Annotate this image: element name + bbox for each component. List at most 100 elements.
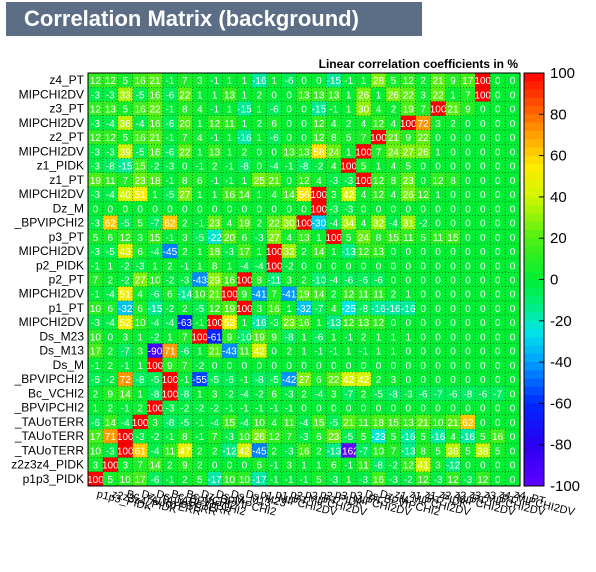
cell-value-label: -1 [91,261,100,272]
cell-value-label: 5 [108,475,114,486]
cell-value-label: -4 [270,162,279,173]
palette-swatch [524,403,544,413]
heatmap-cell [371,87,387,102]
cell-value-label: 1 [405,290,411,301]
heatmap-cell [430,343,446,359]
cell-value-label: 16 [149,119,161,130]
heatmap-cell [266,357,282,373]
heatmap-cell [400,300,417,316]
heatmap-cell [356,115,372,131]
heatmap-cell [460,243,476,259]
cell-value-label: -17 [207,475,222,486]
heatmap-cell [296,215,312,230]
cell-value-label: 0 [435,404,441,415]
cell-value-label: 2 [361,332,367,343]
heatmap-cell [88,457,104,473]
cell-value-label: -3 [165,404,174,415]
cell-value-label: 0 [391,247,397,258]
cell-value-label: 16 [298,318,310,329]
heatmap-cell [341,357,357,373]
cell-value-label: 0 [450,275,456,286]
cell-value-label: 0 [435,275,441,286]
heatmap-cell [147,101,163,117]
heatmap-cell [356,429,372,444]
cell-value-label: 0 [197,204,203,215]
cell-value-label: -3 [344,176,353,187]
heatmap-cell [475,343,491,359]
cell-value-label: 1 [346,90,352,101]
cell-value-label: 0 [361,204,367,215]
heatmap-cell [207,258,223,273]
cell-value-label: 42 [343,190,355,201]
cell-value-label: -12 [446,461,461,472]
heatmap-cell [296,158,312,173]
cell-value-label: 0 [227,204,233,215]
cell-value-label: 0 [435,290,441,301]
heatmap-cell [222,215,238,230]
heatmap-cell [281,243,297,259]
cell-value-label: 2 [301,275,307,286]
palette-swatch [524,180,544,190]
heatmap-cell [445,186,461,202]
heatmap-cell [415,172,431,188]
cell-value-label: 1 [242,318,248,329]
palette-tick-label: -20 [550,313,572,330]
heatmap-cell [222,201,238,216]
palette-swatch [524,320,544,330]
heatmap-cell [207,272,223,287]
cell-value-label: 14 [105,418,117,429]
palette-swatch [524,73,544,82]
cell-value-label: 52 [120,318,132,329]
heatmap-cell [356,258,372,273]
cell-value-label: 2 [182,247,188,258]
heatmap-cell [236,443,253,458]
heatmap-cell [207,101,223,117]
heatmap-cell [326,158,342,173]
cell-value-label: 0 [391,404,397,415]
heatmap-cell [371,115,387,131]
cell-value-label: -4 [106,190,115,201]
heatmap-cell [400,386,417,401]
cell-value-label: 3 [435,119,441,130]
cell-value-label: 0 [465,332,471,343]
palette-swatch [524,353,544,363]
cell-value-label: 0 [435,261,441,272]
palette-tick-label: -60 [550,395,572,412]
heatmap-cell [251,471,268,487]
y-tick-label: Ds_M13 [39,344,84,358]
cell-value-label: 0 [286,119,292,130]
heatmap-cell [371,172,387,188]
heatmap-cell [311,315,327,330]
palette-swatch [524,419,544,429]
heatmap-cell [460,315,476,330]
palette-swatch [524,163,544,173]
heatmap-cell [266,443,282,458]
cell-value-label: 100 [370,133,387,144]
cell-value-label: 2 [346,119,352,130]
cell-value-label: 7 [376,147,382,158]
cell-value-label: 13 [298,147,310,158]
cell-value-label: 0 [122,204,128,215]
cell-value-label: 13 [105,105,117,116]
heatmap-cell [132,172,148,188]
heatmap-cell [505,272,521,287]
heatmap-cell [132,457,148,473]
heatmap-cell [147,201,163,216]
cell-value-label: -2 [106,375,115,386]
heatmap-cell [177,400,193,416]
heatmap-cell [162,115,178,131]
cell-value-label: -1 [180,261,189,272]
heatmap-cell [385,87,402,102]
cell-value-label: 4 [227,219,233,230]
cell-value-label: 0 [257,147,263,158]
heatmap-cell [296,343,312,359]
y-tick-label: z2_PT [49,130,84,144]
cell-value-label: 0 [480,347,486,358]
heatmap-cell [222,343,238,359]
cell-value-label: 12 [343,290,355,301]
y-tick-label: MIPCHI2DV [19,144,84,158]
heatmap-cell [400,87,417,102]
heatmap-cell [102,158,119,173]
heatmap-cell [177,300,193,316]
heatmap-cell [296,201,312,216]
